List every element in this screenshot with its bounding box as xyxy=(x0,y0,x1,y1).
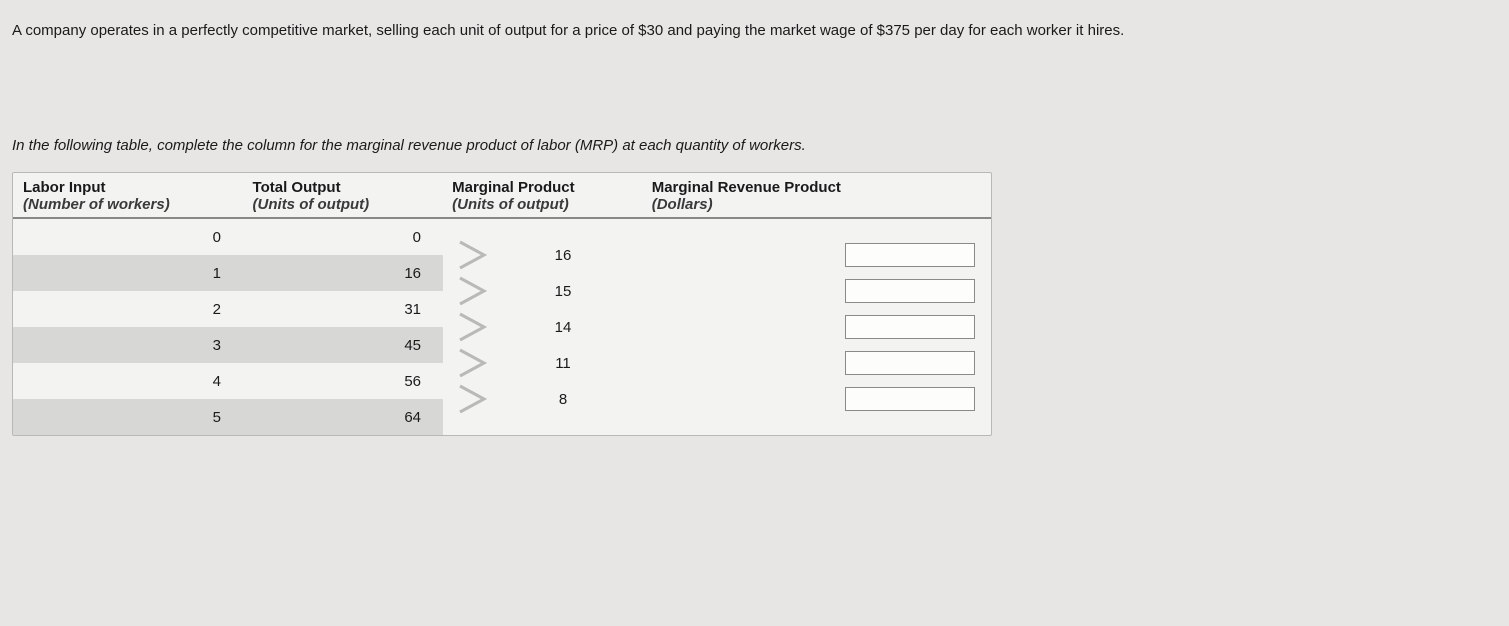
chevron-right-icon xyxy=(443,312,513,342)
table-row: 1 16 xyxy=(13,255,443,291)
mrp-cell xyxy=(643,309,993,345)
cell-labor: 0 xyxy=(13,229,243,246)
chevron-right-icon xyxy=(443,240,513,270)
cell-total: 16 xyxy=(243,265,443,282)
col-subheader-mrp: (Dollars) xyxy=(652,196,981,213)
cell-total: 45 xyxy=(243,337,443,354)
col-header-total: Total Output xyxy=(253,179,433,196)
cell-labor: 2 xyxy=(13,301,243,318)
table-row: 4 56 xyxy=(13,363,443,399)
mp-cell: 15 xyxy=(443,273,643,309)
chevron-right-icon xyxy=(443,276,513,306)
mp-cell: 14 xyxy=(443,309,643,345)
mrp-input[interactable] xyxy=(845,279,975,303)
problem-instruction: In the following table, complete the col… xyxy=(12,137,1497,154)
mp-value: 14 xyxy=(513,319,643,336)
cell-labor: 4 xyxy=(13,373,243,390)
cell-total: 64 xyxy=(243,409,443,426)
mp-value: 11 xyxy=(513,355,643,372)
col-subheader-labor: (Number of workers) xyxy=(23,196,233,213)
table-header-row: Labor Input (Number of workers) Total Ou… xyxy=(13,173,991,219)
problem-intro: A company operates in a perfectly compet… xyxy=(12,14,1497,47)
mp-value: 15 xyxy=(513,283,643,300)
mp-value: 8 xyxy=(513,391,643,408)
cell-total: 31 xyxy=(243,301,443,318)
mp-cell: 11 xyxy=(443,345,643,381)
cell-labor: 1 xyxy=(13,265,243,282)
mrp-cell xyxy=(643,273,993,309)
table-row: 5 64 xyxy=(13,399,443,435)
col-subheader-total: (Units of output) xyxy=(253,196,433,213)
table-row: 0 0 xyxy=(13,219,443,255)
mrp-input[interactable] xyxy=(845,351,975,375)
cell-total: 0 xyxy=(243,229,443,246)
table-row: 3 45 xyxy=(13,327,443,363)
cell-labor: 3 xyxy=(13,337,243,354)
mrp-input[interactable] xyxy=(845,243,975,267)
col-header-mrp: Marginal Revenue Product xyxy=(652,179,981,196)
chevron-right-icon xyxy=(443,384,513,414)
mrp-cell xyxy=(643,237,993,273)
table-row: 2 31 xyxy=(13,291,443,327)
mrp-table: Labor Input (Number of workers) Total Ou… xyxy=(12,172,992,436)
col-subheader-mp: (Units of output) xyxy=(452,196,632,213)
mp-value: 16 xyxy=(513,247,643,264)
col-header-labor: Labor Input xyxy=(23,179,233,196)
mp-cell: 8 xyxy=(443,381,643,417)
mrp-input[interactable] xyxy=(845,315,975,339)
mrp-cell xyxy=(643,381,993,417)
table-body: 0 0 1 16 2 31 3 45 4 56 5 64 xyxy=(13,219,991,435)
col-header-mp: Marginal Product xyxy=(452,179,632,196)
cell-labor: 5 xyxy=(13,409,243,426)
cell-total: 56 xyxy=(243,373,443,390)
mrp-input[interactable] xyxy=(845,387,975,411)
mrp-cell xyxy=(643,345,993,381)
chevron-right-icon xyxy=(443,348,513,378)
mp-cell: 16 xyxy=(443,237,643,273)
